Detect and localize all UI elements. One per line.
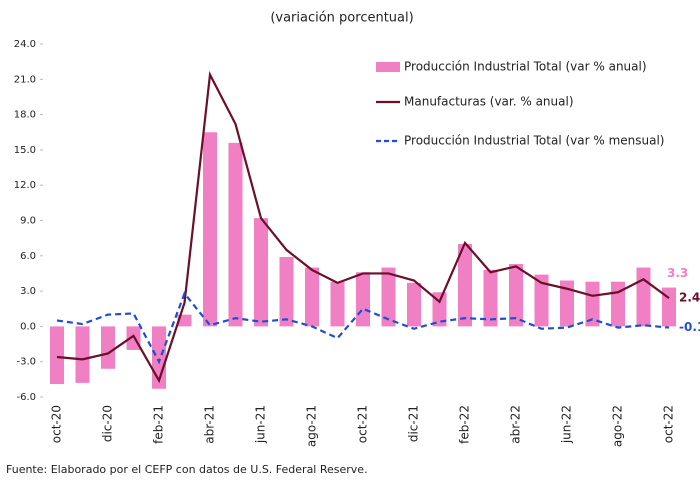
source-note: Fuente: Elaborado por el CEFP con datos … — [6, 463, 368, 476]
x-tick-label: jun-21 — [254, 405, 268, 444]
bar — [50, 326, 64, 385]
x-tick-label: oct-21 — [356, 405, 370, 443]
bar — [101, 326, 115, 369]
x-tick-label: jun-22 — [560, 405, 574, 444]
bar — [75, 326, 90, 383]
y-tick-label: 21.0 — [14, 74, 36, 85]
bar — [356, 272, 370, 327]
bar — [509, 264, 523, 327]
x-tick-label: dic-20 — [101, 405, 115, 442]
y-tick-label: 12.0 — [14, 180, 36, 191]
line — [56, 291, 670, 365]
y-tick-label: 18.0 — [14, 110, 36, 121]
x-tick-label: oct-22 — [662, 405, 676, 443]
bar — [177, 314, 192, 327]
bar — [662, 287, 676, 327]
bar — [228, 142, 243, 327]
bar — [483, 269, 498, 327]
x-tick-label: feb-21 — [152, 405, 166, 444]
legend-swatch — [376, 62, 400, 72]
line — [56, 70, 670, 384]
end-label-line: 2.4 — [679, 291, 700, 305]
bar — [560, 280, 574, 327]
x-tick-label: abr-22 — [509, 405, 523, 444]
end-label-bar: 3.3 — [667, 266, 688, 280]
legend-label: Producción Industrial Total (var % mensu… — [404, 134, 665, 148]
y-tick-label: 15.0 — [14, 145, 36, 156]
x-tick-label: dic-21 — [407, 405, 421, 442]
bar — [611, 281, 625, 327]
y-tick-label: -6.0 — [16, 392, 36, 403]
y-tick-label: 3.0 — [20, 286, 36, 297]
x-tick-label: ago-22 — [611, 405, 625, 447]
x-tick-label: ago-21 — [305, 405, 319, 447]
x-tick-label: abr-21 — [203, 405, 217, 444]
bar — [279, 256, 294, 327]
y-tick-label: -3.0 — [16, 357, 36, 368]
bar — [254, 218, 268, 327]
y-tick-label: 0.0 — [20, 321, 36, 332]
chart-title: (variación porcentual) — [270, 11, 413, 26]
bar — [203, 132, 217, 327]
legend-label: Producción Industrial Total (var % anual… — [404, 60, 647, 74]
bar — [432, 292, 447, 327]
legend-label: Manufacturas (var. % anual) — [404, 95, 574, 109]
x-tick-label: oct-20 — [50, 405, 64, 443]
y-tick-label: 9.0 — [20, 216, 36, 227]
bar — [407, 282, 421, 327]
y-tick-label: 24.0 — [14, 39, 36, 50]
bar — [305, 267, 319, 327]
bar — [458, 244, 472, 327]
bar — [636, 267, 651, 327]
end-label-dashed: -0.1 — [679, 320, 700, 334]
bar — [585, 281, 600, 327]
bar — [330, 281, 345, 327]
bar — [381, 267, 396, 327]
y-tick-label: 6.0 — [20, 251, 36, 262]
x-tick-label: feb-22 — [458, 405, 472, 444]
bar — [534, 274, 549, 327]
